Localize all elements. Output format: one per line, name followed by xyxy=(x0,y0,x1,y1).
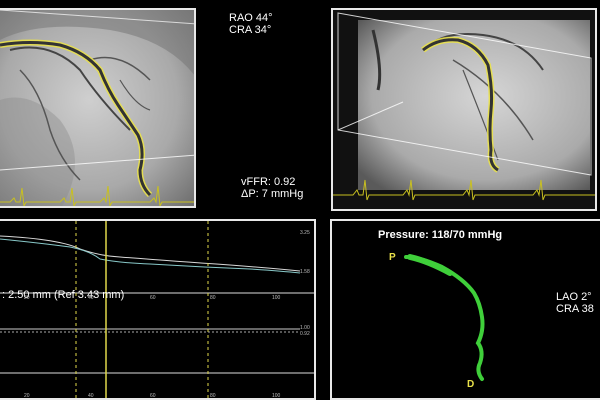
x-tick: 100 xyxy=(272,295,281,301)
vffr-value: vFFR: 0.92 xyxy=(241,176,296,188)
right-projection-line1: LAO 2° xyxy=(556,291,592,303)
x-tick: 100 xyxy=(272,393,281,399)
x-tick: 20 xyxy=(24,295,30,301)
left-projection-line2: CRA 34° xyxy=(229,24,272,36)
distal-marker: D xyxy=(467,379,475,390)
angiogram-right-image xyxy=(333,10,595,209)
diameter-graph-panel[interactable]: : 2.50 mm (Ref 3.43 mm) 3.25 1.58 1.00 0… xyxy=(0,219,316,400)
proximal-marker: P xyxy=(389,252,396,263)
x-tick: 80 xyxy=(210,295,216,301)
x-tick: 60 xyxy=(150,295,156,301)
top-label-2: 1.58 xyxy=(300,269,310,275)
bottom-label-1: 1.00 xyxy=(300,325,310,331)
delta-p-value: ΔP: 7 mmHg xyxy=(241,188,304,200)
x-tick: 60 xyxy=(150,393,156,399)
pressure-label: Pressure: 118/70 mmHg xyxy=(378,229,503,241)
ecg-trace xyxy=(0,185,194,206)
vessel-model xyxy=(404,254,485,381)
x-tick: 40 xyxy=(88,295,94,301)
angiogram-right-panel[interactable] xyxy=(331,8,597,211)
vessel-model-panel[interactable]: Pressure: 118/70 mmHg P D LAO 2° CRA 38 xyxy=(330,219,600,400)
diameter-graph xyxy=(0,221,314,398)
ecg-trace-right xyxy=(333,179,595,201)
bottom-label-2: 0.92 xyxy=(300,331,310,337)
angiogram-left-image xyxy=(0,10,194,206)
x-tick: 80 xyxy=(210,393,216,399)
x-tick: 20 xyxy=(24,393,30,399)
top-label-1: 3.25 xyxy=(300,230,310,236)
angiogram-left-panel[interactable] xyxy=(0,8,196,208)
left-projection-line1: RAO 44° xyxy=(229,12,273,24)
x-tick: 40 xyxy=(88,393,94,399)
diameter-label: : 2.50 mm (Ref 3.43 mm) xyxy=(2,289,125,301)
right-projection-line2: CRA 38 xyxy=(556,303,594,315)
